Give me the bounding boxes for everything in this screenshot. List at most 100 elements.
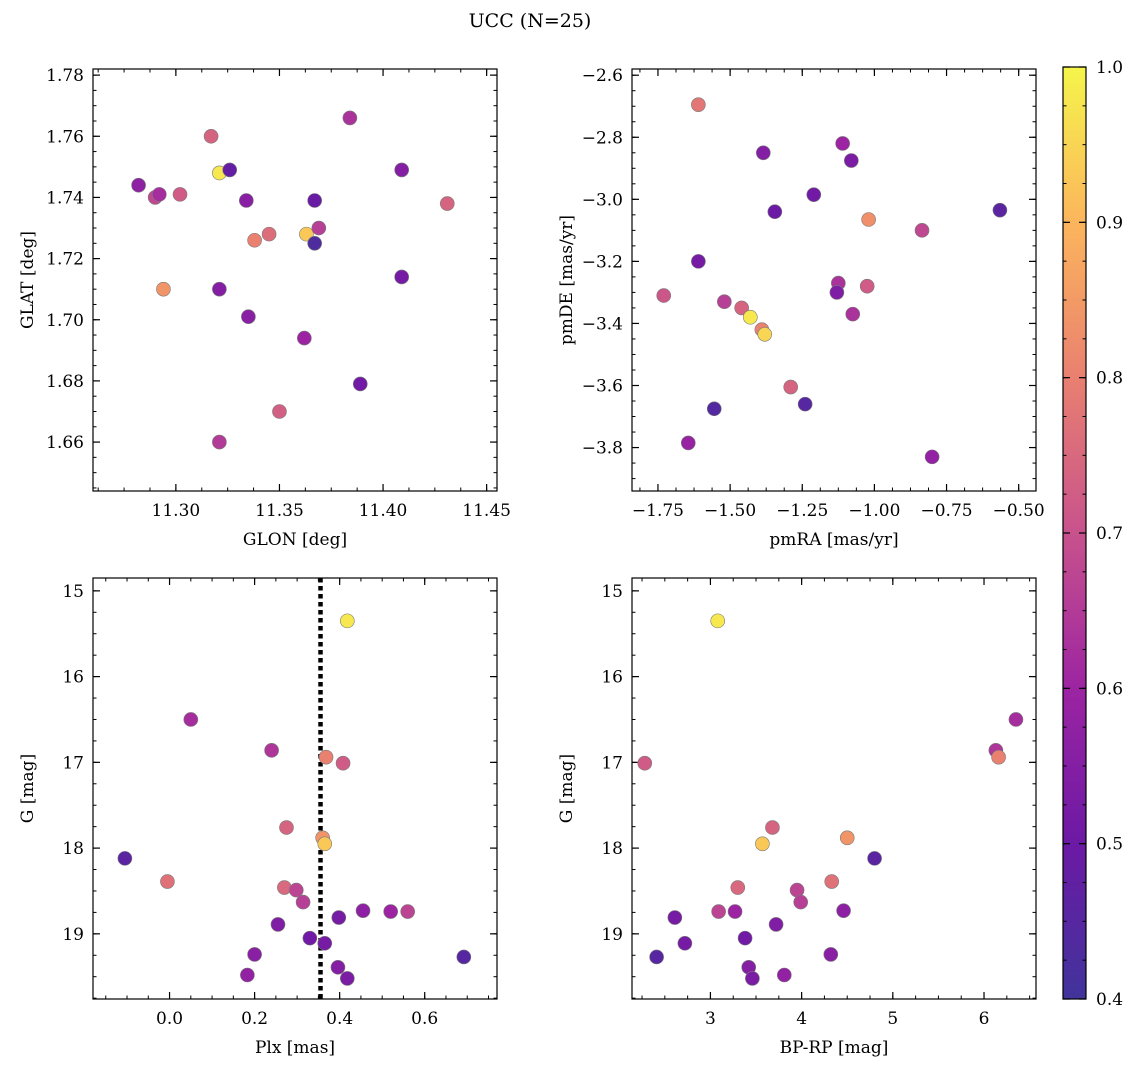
data-point	[330, 959, 346, 975]
data-point	[859, 278, 875, 294]
data-point	[302, 930, 318, 946]
colorbar-tick-label: 1.0	[1096, 58, 1123, 78]
data-point	[680, 435, 696, 451]
data-point	[656, 288, 672, 303]
y-tick-label: 18	[601, 839, 623, 859]
data-point	[823, 947, 839, 962]
colorbar-tick-label: 0.8	[1096, 369, 1123, 389]
x-tick-label: 6	[979, 1009, 990, 1029]
data-point	[717, 294, 732, 310]
data-point	[297, 330, 312, 346]
data-point	[352, 376, 368, 392]
y-tick-label: −2.6	[582, 66, 623, 86]
axes-frame	[92, 577, 498, 1000]
data-point	[117, 851, 133, 866]
axes-frame	[92, 68, 498, 492]
x-tick-label: −1.00	[848, 501, 900, 521]
plot-area	[632, 578, 1036, 999]
y-tick-label: −3.2	[582, 252, 623, 272]
pmra-pmde-panel: −1.75 −1.50 −1.25 −1.00 −0.75 −0.50 −3.8 −3.6 −3…	[557, 66, 1045, 550]
data-point	[824, 874, 840, 889]
x-tick-label: −0.75	[920, 501, 972, 521]
data-point	[342, 110, 358, 126]
data-point	[691, 97, 706, 112]
data-point	[710, 613, 726, 629]
data-point	[797, 396, 813, 412]
data-point	[288, 882, 304, 898]
y-axis-label: GLAT [deg]	[18, 231, 38, 329]
data-point	[279, 820, 294, 835]
colorbar-tick-label: 0.4	[1096, 990, 1123, 1010]
y-tick-label: −3.6	[582, 377, 623, 397]
data-point	[156, 281, 171, 297]
data-point	[331, 910, 347, 925]
data-point	[806, 187, 822, 202]
data-point	[222, 162, 238, 178]
x-axis-label: pmRA [mas/yr]	[769, 530, 898, 550]
y-axis-label: G [mag]	[557, 754, 577, 823]
x-tick-label: −0.50	[993, 501, 1045, 521]
y-tick-label: 16	[62, 668, 84, 688]
x-tick-label: −1.25	[776, 501, 828, 521]
x-tick-label: −1.50	[704, 501, 756, 521]
x-tick-label: 0.2	[241, 1009, 268, 1029]
data-point	[270, 917, 286, 932]
x-axis-label: GLON [deg]	[243, 530, 347, 550]
data-point	[317, 935, 333, 951]
data-point	[783, 379, 799, 395]
data-point	[836, 903, 851, 918]
data-point	[355, 903, 371, 918]
data-point	[400, 904, 415, 919]
data-point	[637, 755, 653, 771]
data-point	[241, 309, 256, 324]
data-point	[1008, 712, 1024, 727]
data-point	[667, 910, 683, 925]
data-point	[730, 880, 746, 895]
plx-g-panel: 0.0 0.2 0.4 0.6 15 16 17 18 19 Plx [mas] G [mag]	[18, 577, 498, 1058]
y-tick-label: −3.8	[582, 439, 623, 459]
data-point	[727, 904, 743, 919]
data-point	[203, 128, 219, 144]
data-point	[755, 145, 771, 161]
x-axis-label: BP-RP [mag]	[780, 1038, 889, 1058]
y-tick-label: −3.0	[582, 190, 623, 210]
data-point	[307, 193, 322, 208]
data-point	[239, 193, 254, 208]
data-point	[311, 220, 327, 236]
data-point	[768, 917, 784, 932]
y-tick-label: 15	[62, 582, 84, 602]
x-tick-label: −1.75	[632, 501, 684, 521]
colorbar-tick-label: 0.5	[1096, 835, 1123, 855]
data-point	[295, 894, 311, 910]
data-point	[867, 851, 882, 866]
data-point	[212, 281, 227, 297]
data-point	[845, 306, 861, 322]
y-tick-label: 1.66	[46, 433, 84, 453]
colorbar-tick-label: 0.6	[1096, 679, 1123, 699]
data-point	[992, 202, 1008, 218]
data-point	[743, 309, 758, 325]
data-point	[394, 269, 409, 285]
data-point	[172, 187, 188, 202]
y-tick-label: 1.78	[46, 66, 84, 86]
y-tick-label: 1.70	[46, 311, 84, 331]
plot-area	[93, 578, 497, 999]
glon-glat-panel: 11.30 11.35 11.40 11.45 1.66 1.68 1.70 1.72 1.74…	[18, 66, 511, 550]
data-point	[844, 153, 859, 168]
data-point	[755, 836, 770, 852]
data-point	[335, 755, 351, 771]
data-point	[247, 232, 262, 248]
axes-frame	[631, 68, 1037, 492]
data-point	[745, 971, 760, 986]
data-point	[711, 904, 726, 919]
data-point	[131, 177, 146, 193]
data-point	[924, 449, 940, 465]
data-point	[439, 196, 455, 211]
colorbar-tick-label: 0.7	[1096, 524, 1123, 544]
data-point	[340, 971, 355, 986]
data-point	[776, 967, 792, 983]
y-tick-label: 1.72	[46, 250, 84, 270]
figure-title: UCC (N=25)	[469, 10, 592, 32]
data-point	[767, 204, 783, 220]
